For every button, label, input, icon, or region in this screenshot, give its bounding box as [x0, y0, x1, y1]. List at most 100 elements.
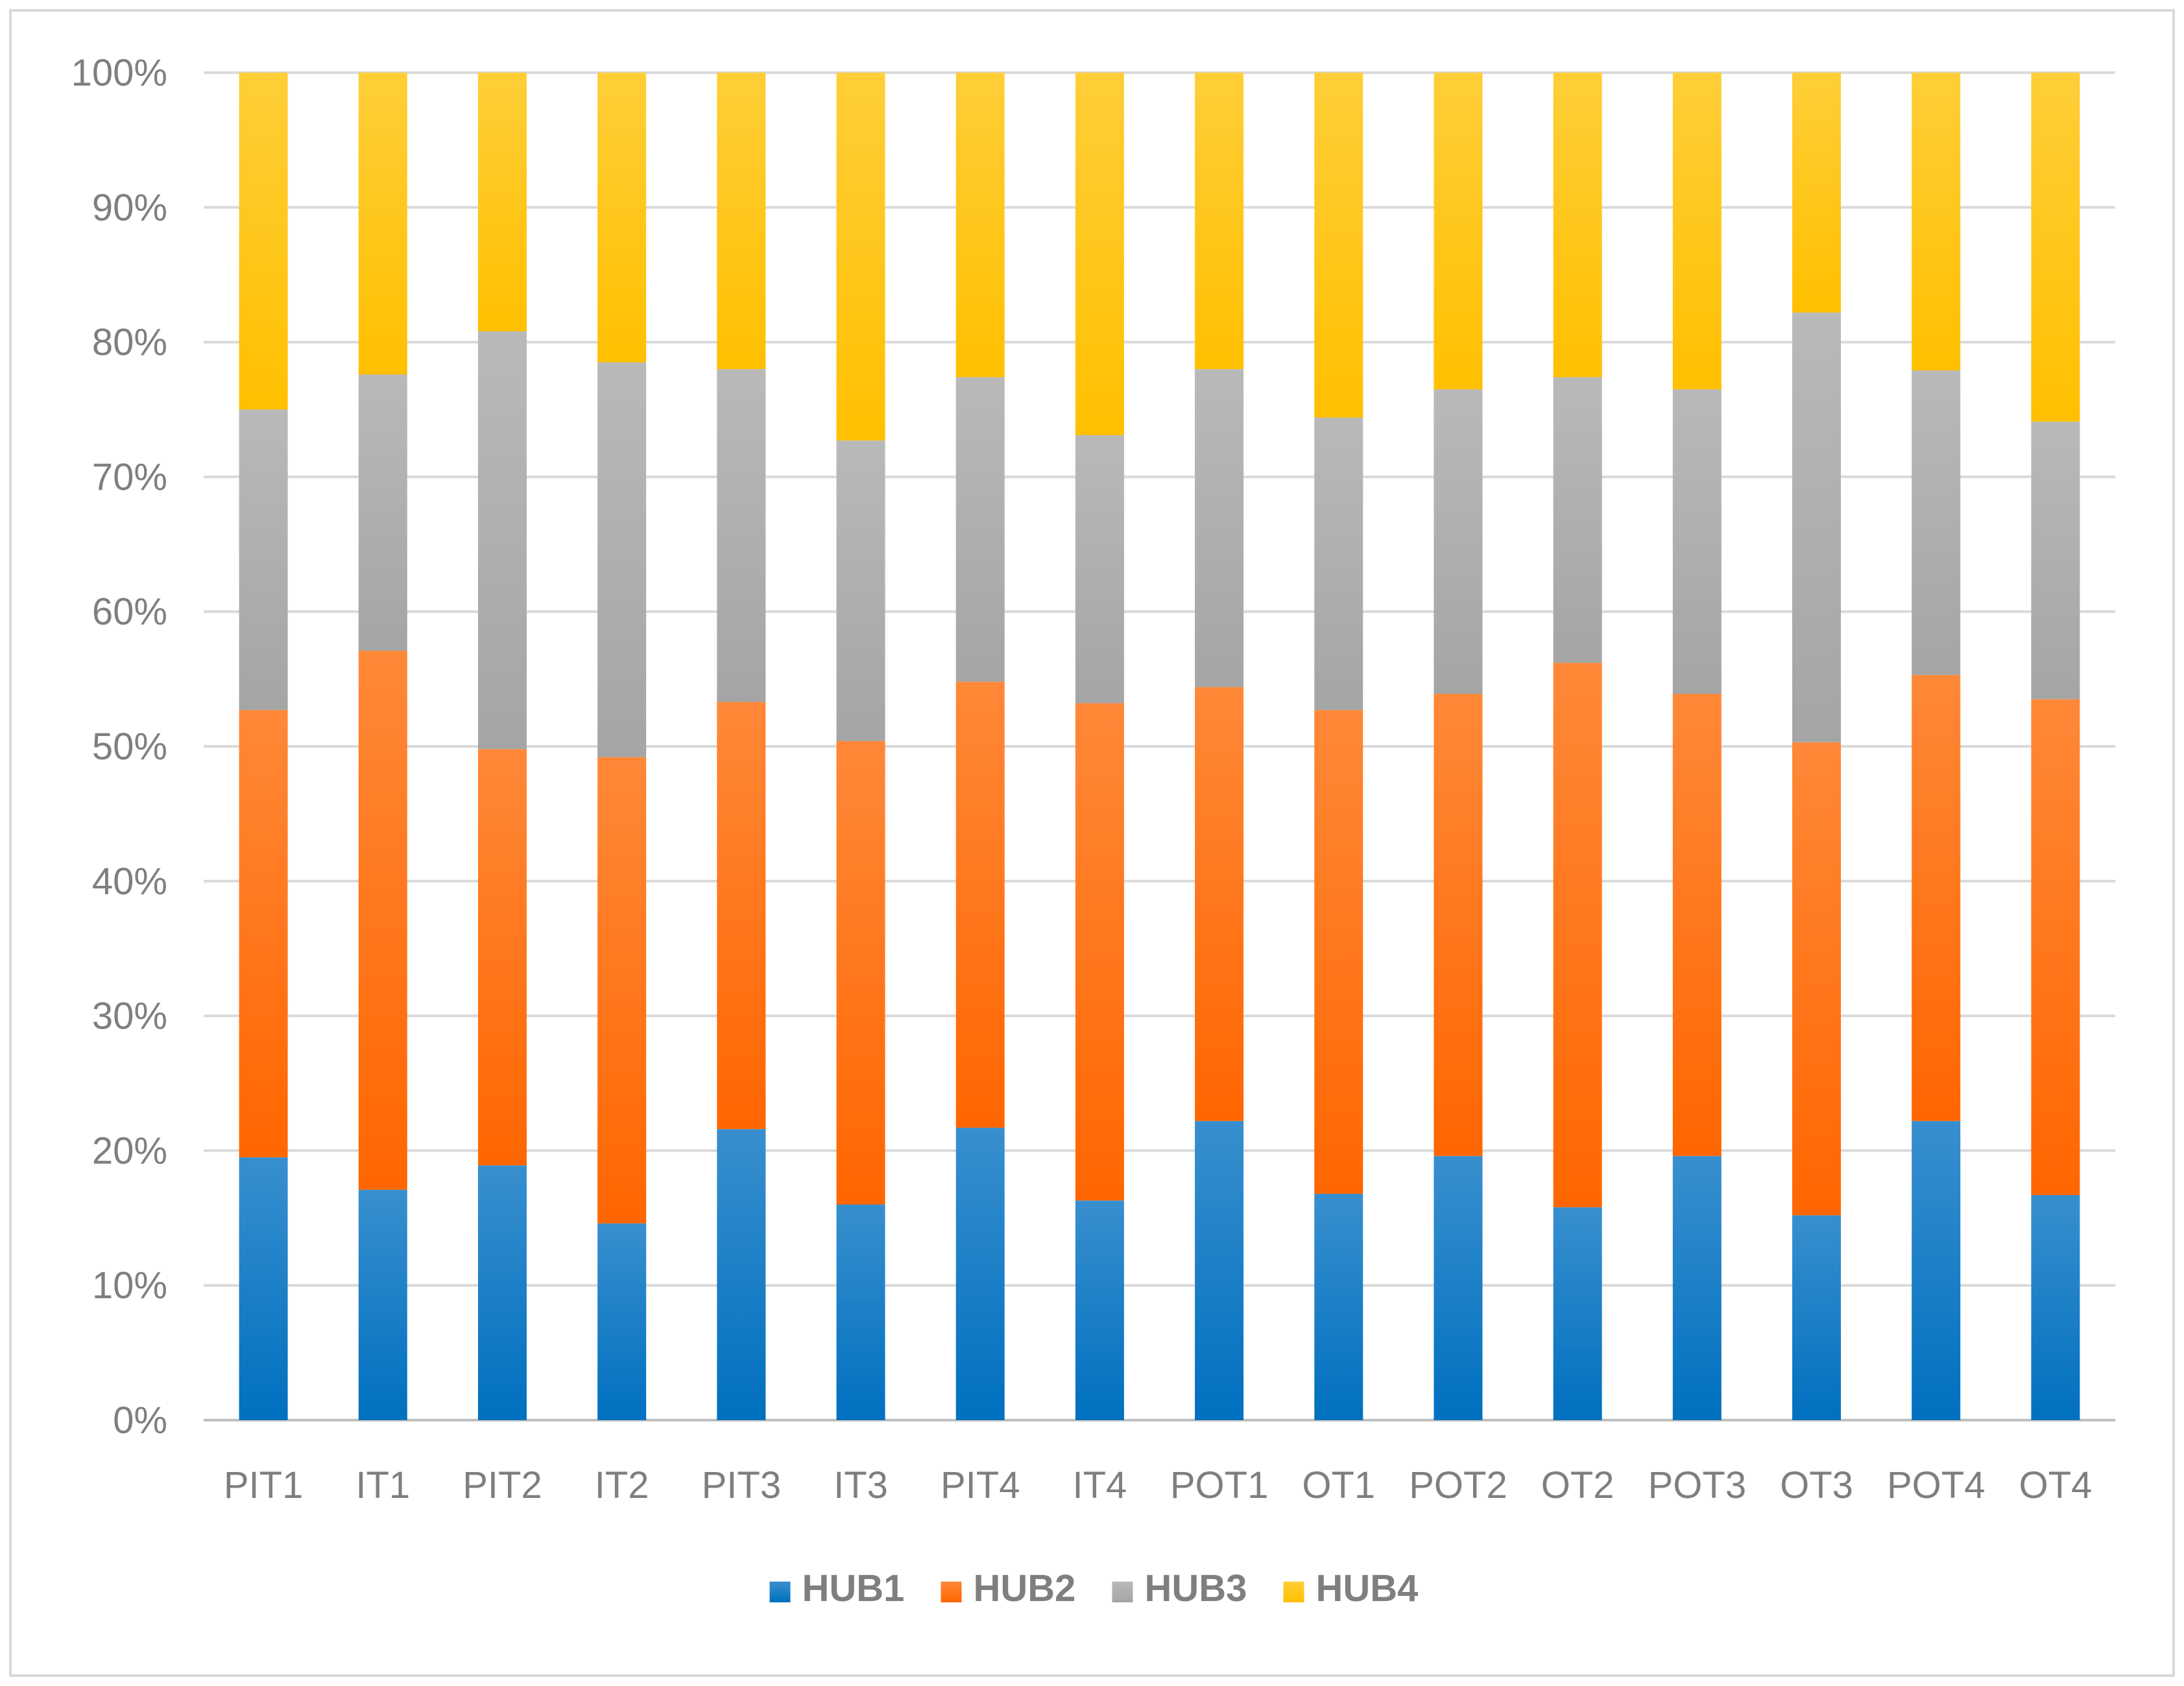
bar-hub4-pot4: [1912, 73, 1961, 371]
y-tick-label: 0%: [113, 1399, 167, 1442]
bar-hub3-pit2: [477, 331, 527, 750]
bar-hub3-pit4: [955, 377, 1005, 682]
x-tick-label: IT1: [355, 1464, 410, 1506]
bar-hub3-it3: [836, 440, 885, 741]
bar-hub1-pit2: [477, 1165, 527, 1420]
y-axis-ticks: 0% 10% 20% 30% 40% 50% 60% 70% 80% 90% 100%: [71, 52, 167, 1442]
bar-hub1-ot3: [1792, 1215, 1842, 1420]
bar-hub4-it4: [1075, 73, 1124, 435]
bar-hub3-ot4: [2031, 422, 2080, 700]
legend-swatch-hub4: [1283, 1582, 1304, 1602]
bar-hub2-pot4: [1912, 674, 1961, 1121]
y-tick-label: 50%: [92, 726, 167, 768]
x-tick-label: OT4: [2019, 1464, 2093, 1506]
bar-hub2-it2: [597, 757, 647, 1224]
bar-hub3-pot3: [1672, 389, 1722, 694]
bar-hub3-it4: [1075, 434, 1124, 704]
y-tick-label: 20%: [92, 1130, 167, 1172]
bar-hub3-it1: [358, 374, 407, 651]
bar-hub2-pit4: [955, 682, 1005, 1128]
x-tick-label: PIT4: [941, 1464, 1020, 1506]
x-tick-label: OT3: [1780, 1464, 1853, 1506]
bar-hub4-ot2: [1553, 73, 1602, 377]
bar-hub4-pit3: [717, 73, 766, 370]
bar-hub2-ot1: [1314, 709, 1363, 1194]
bar-hub3-pot2: [1434, 389, 1483, 694]
bar-hub2-pot1: [1195, 687, 1244, 1121]
x-tick-label: OT1: [1302, 1464, 1375, 1506]
bar-hub4-ot1: [1314, 73, 1363, 418]
legend-swatch-hub1: [769, 1582, 791, 1602]
bar-hub1-pot2: [1434, 1156, 1483, 1420]
x-tick-label: PIT3: [702, 1464, 782, 1506]
bar-hub1-pit3: [717, 1129, 766, 1420]
bar-hub3-pit3: [717, 369, 766, 702]
bar-hub4-pot3: [1672, 73, 1722, 390]
bar-hub4-it3: [836, 73, 885, 441]
bar-hub1-ot1: [1314, 1193, 1363, 1420]
bar-hub4-pit2: [477, 73, 527, 331]
bar-hub1-ot2: [1553, 1207, 1602, 1420]
bar-hub1-it2: [597, 1223, 647, 1420]
legend-swatch-hub3: [1112, 1582, 1133, 1602]
chart-frame: 0% 10% 20% 30% 40% 50% 60% 70% 80% 90% 100% PIT1 IT…: [9, 9, 2175, 1677]
bar-hub1-it4: [1075, 1200, 1124, 1420]
x-tick-label: OT2: [1541, 1464, 1614, 1506]
y-tick-label: 30%: [92, 995, 167, 1038]
x-tick-label: PIT2: [462, 1464, 542, 1506]
bar-hub4-pit4: [955, 73, 1005, 377]
y-tick-label: 10%: [92, 1264, 167, 1307]
y-tick-label: 90%: [92, 187, 167, 229]
y-tick-label: 40%: [92, 861, 167, 903]
bar-hub2-it4: [1075, 703, 1124, 1201]
bar-hub2-pit3: [717, 702, 766, 1130]
bar-hub4-pit1: [239, 73, 288, 410]
bar-hub2-ot2: [1553, 663, 1602, 1207]
x-tick-label: POT1: [1170, 1464, 1269, 1506]
bar-hub2-pit1: [239, 709, 288, 1158]
legend-label-hub1: HUB1: [802, 1567, 905, 1609]
bar-hub1-pit1: [239, 1157, 288, 1420]
bar-hub4-ot4: [2031, 73, 2080, 422]
bar-hub3-ot2: [1553, 377, 1602, 663]
x-tick-label: PIT1: [224, 1464, 304, 1506]
legend: HUB1 HUB2 HUB3 HUB4: [769, 1567, 1419, 1609]
bar-hub3-it2: [597, 362, 647, 757]
x-tick-label: IT4: [1073, 1464, 1127, 1506]
legend-label-hub2: HUB2: [974, 1567, 1076, 1609]
legend-label-hub3: HUB3: [1145, 1567, 1247, 1609]
legend-label-hub4: HUB4: [1316, 1567, 1419, 1609]
y-tick-label: 60%: [92, 591, 167, 633]
bar-hub1-ot4: [2031, 1194, 2080, 1420]
bars: [239, 73, 2080, 1420]
bar-hub3-pot4: [1912, 370, 1961, 675]
bar-hub2-ot3: [1792, 742, 1842, 1216]
bar-hub4-pot2: [1434, 73, 1483, 390]
bar-hub3-pit1: [239, 409, 288, 710]
bar-hub1-pot3: [1672, 1156, 1722, 1420]
bar-hub4-pot1: [1195, 73, 1244, 370]
bar-hub2-it1: [358, 650, 407, 1190]
bar-hub1-it3: [836, 1204, 885, 1420]
bar-hub2-pot3: [1672, 693, 1722, 1156]
x-tick-label: POT4: [1887, 1464, 1986, 1506]
y-tick-label: 80%: [92, 322, 167, 364]
bar-hub2-pit2: [477, 749, 527, 1166]
x-tick-label: POT3: [1648, 1464, 1747, 1506]
bar-hub2-pot2: [1434, 693, 1483, 1156]
bar-hub1-pot4: [1912, 1121, 1961, 1420]
bar-hub2-it3: [836, 741, 885, 1205]
bar-hub4-it1: [358, 73, 407, 375]
bar-hub4-it2: [597, 73, 647, 362]
y-tick-label: 70%: [92, 456, 167, 498]
bar-hub3-pot1: [1195, 369, 1244, 687]
x-tick-label: POT2: [1409, 1464, 1507, 1506]
bar-hub2-ot4: [2031, 699, 2080, 1195]
y-tick-label: 100%: [71, 52, 167, 94]
x-tick-label: IT2: [595, 1464, 649, 1506]
bar-hub3-ot1: [1314, 417, 1363, 710]
bar-hub1-it1: [358, 1189, 407, 1420]
bar-hub4-ot3: [1792, 73, 1842, 313]
x-tick-label: IT3: [834, 1464, 888, 1506]
stacked-bar-chart: 0% 10% 20% 30% 40% 50% 60% 70% 80% 90% 100% PIT1 IT…: [71, 52, 2115, 1609]
